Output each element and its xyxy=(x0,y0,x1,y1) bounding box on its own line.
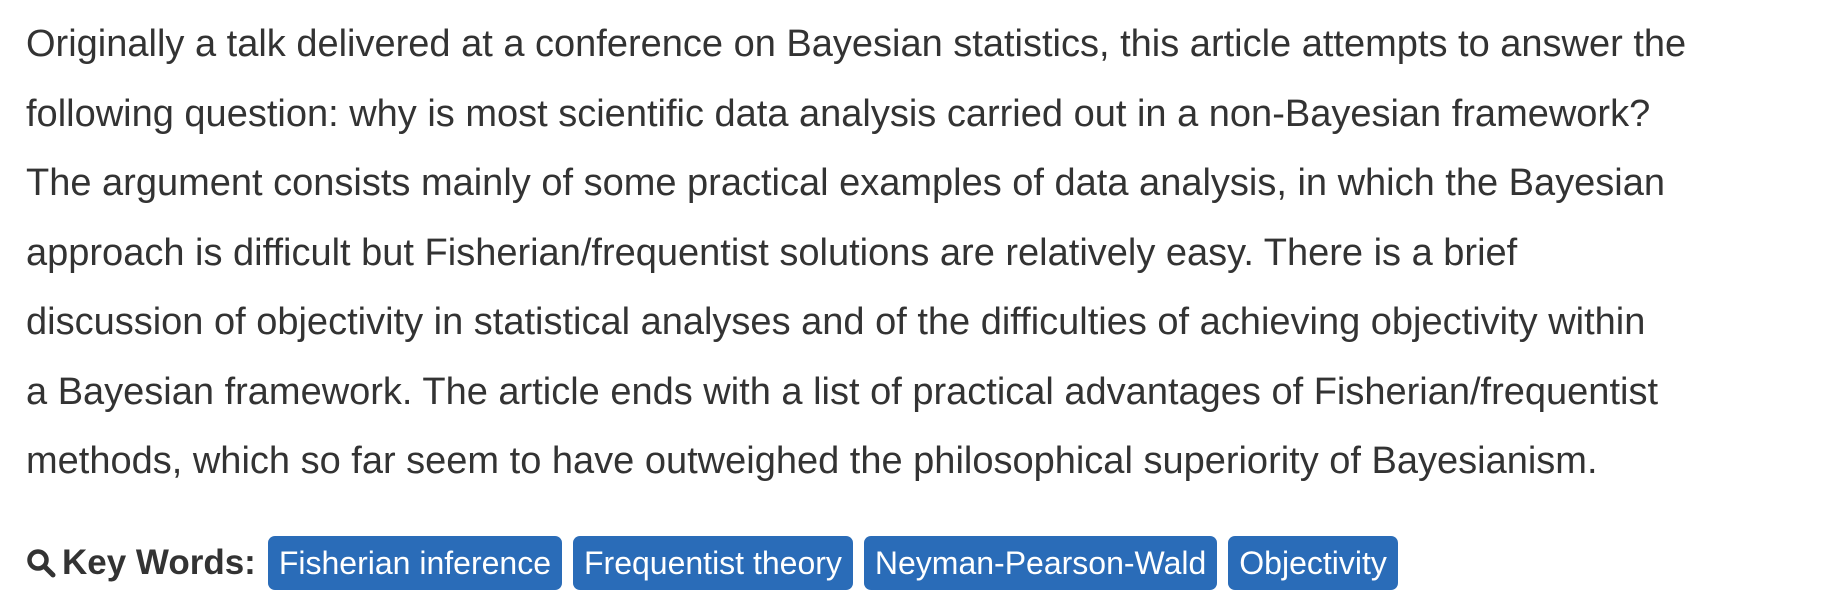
abstract-line: The argument consists mainly of some pra… xyxy=(26,162,1666,204)
abstract-line: discussion of objectivity in statistical… xyxy=(26,301,1646,343)
keywords-label: Key Words: xyxy=(62,543,256,582)
keyword-tag-list: Fisherian inference Frequentist theory N… xyxy=(267,536,1409,590)
keyword-tag-neyman-pearson-wald[interactable]: Neyman-Pearson-Wald xyxy=(863,536,1218,590)
search-icon xyxy=(26,548,56,578)
abstract-text: Originally a talk delivered at a confere… xyxy=(26,10,1806,497)
abstract-line: Originally a talk delivered at a confere… xyxy=(26,23,1687,65)
abstract-line: approach is difficult but Fisherian/freq… xyxy=(26,231,1518,274)
keywords-section: Key Words: Fisherian inference Frequenti… xyxy=(26,536,1409,590)
keyword-tag-frequentist-theory[interactable]: Frequentist theory xyxy=(572,536,853,590)
abstract-line: a Bayesian framework. The article ends w… xyxy=(26,370,1658,413)
keyword-tag-fisherian-inference[interactable]: Fisherian inference xyxy=(267,536,562,590)
abstract-line: following question: why is most scientif… xyxy=(26,92,1651,135)
keyword-tag-objectivity[interactable]: Objectivity xyxy=(1228,536,1398,590)
abstract-line: methods, which so far seem to have outwe… xyxy=(26,440,1598,482)
